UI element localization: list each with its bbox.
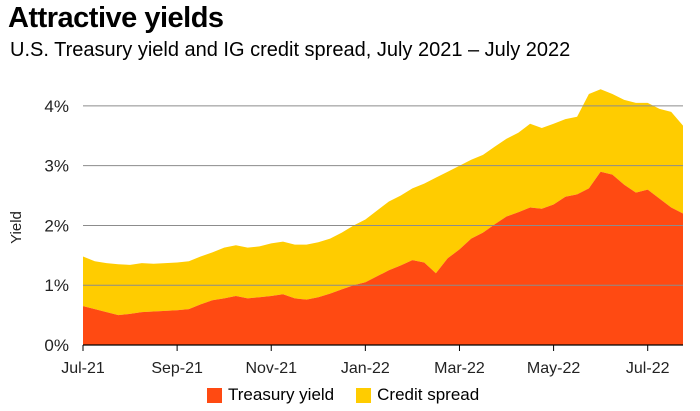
series-area-treasury-yield — [83, 171, 683, 345]
y-tick-label: 1% — [44, 276, 69, 295]
x-tick-label: Nov-21 — [245, 360, 297, 377]
y-tick-label: 3% — [44, 157, 69, 176]
y-axis-label: Yield — [8, 211, 25, 244]
x-tick-label: May-22 — [527, 360, 580, 377]
chart-title: Attractive yields — [8, 2, 224, 34]
x-tick-label: Mar-22 — [434, 360, 485, 377]
y-tick-label: 0% — [44, 336, 69, 355]
legend-swatch-credit-spread — [356, 387, 372, 403]
y-tick-label: 4% — [44, 97, 69, 116]
legend-item-credit-spread: Credit spread — [356, 385, 479, 405]
legend-swatch-treasury-yield — [207, 387, 222, 403]
legend-label-credit-spread: Credit spread — [377, 385, 480, 404]
y-tick-label: 2% — [44, 216, 69, 235]
x-tick-label: Jul-22 — [626, 360, 670, 377]
legend-label-treasury-yield: Treasury yield — [228, 385, 335, 404]
chart-legend: Treasury yield Credit spread — [207, 384, 479, 406]
x-tick-label: Sep-21 — [151, 360, 203, 377]
chart-subtitle: U.S. Treasury yield and IG credit spread… — [10, 39, 571, 61]
x-tick-label: Jul-21 — [61, 360, 105, 377]
x-tick-label: Jan-22 — [341, 360, 390, 377]
legend-item-treasury-yield: Treasury yield — [207, 385, 334, 405]
series-area-credit-spread — [83, 89, 683, 316]
